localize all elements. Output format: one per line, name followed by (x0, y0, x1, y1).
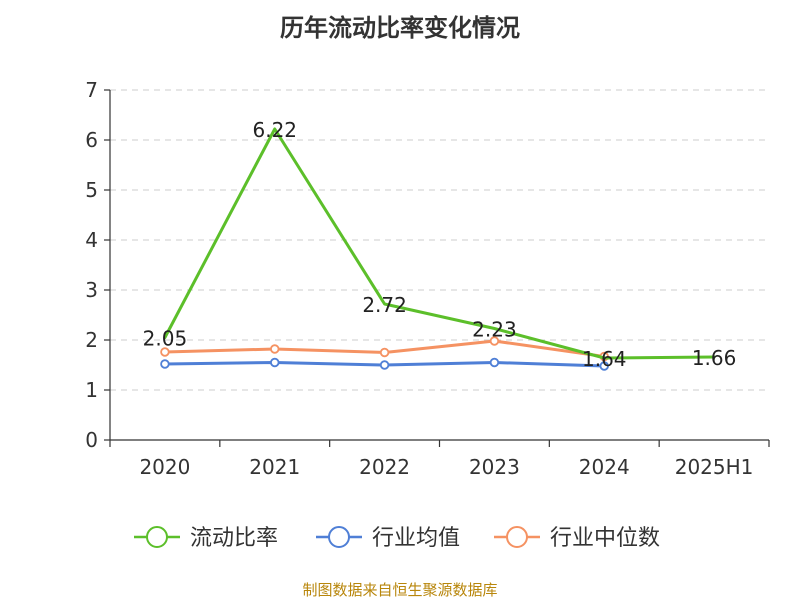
data-point (379, 360, 390, 370)
chart-title: 历年流动比率变化情况 (280, 14, 520, 42)
axis-layer: 0 1 2 3 4 5 6 7 2020 2021 2022 2023 2024 2025H1 (85, 78, 770, 479)
y-tick-label: 6 (85, 128, 98, 152)
y-tick-label: 1 (85, 378, 98, 402)
y-tick-label: 3 (85, 278, 98, 302)
data-label: 2.72 (362, 293, 407, 317)
grid-layer (110, 89, 769, 391)
data-label: 2.05 (143, 327, 188, 351)
y-tick-label: 7 (85, 78, 98, 102)
series-layer (160, 127, 716, 371)
data-point (270, 357, 280, 368)
x-tick-label: 2022 (359, 455, 410, 479)
legend-label: 行业均值 (372, 526, 460, 551)
legend-swatch-marker (506, 526, 528, 548)
label-layer: 2.05 6.22 2.72 2.23 1.64 1.66 (143, 118, 737, 371)
legend: 流动比率 行业均值 行业中位数 (134, 526, 660, 551)
data-point (270, 344, 280, 354)
data-label: 6.22 (252, 118, 297, 142)
data-label: 1.66 (692, 346, 737, 370)
x-tick-label: 2021 (249, 455, 300, 479)
y-tick-label: 2 (85, 328, 98, 352)
data-point (599, 361, 609, 371)
data-point (160, 347, 170, 357)
x-tick-label: 2020 (139, 455, 190, 479)
legend-label: 流动比率 (190, 526, 278, 551)
data-label: 2.23 (472, 318, 517, 342)
data-label: 1.64 (582, 347, 627, 371)
data-point (160, 359, 170, 369)
x-tick-label: 2025H1 (675, 455, 754, 479)
legend-swatch-marker (328, 526, 350, 548)
x-tick-label: 2024 (579, 455, 630, 479)
legend-swatch-marker (146, 526, 168, 548)
source-note: 制图数据来自恒生聚源数据库 (302, 581, 498, 599)
series-line (163, 127, 716, 360)
y-tick-label: 0 (85, 428, 98, 452)
data-point (489, 357, 500, 368)
data-point (379, 347, 390, 358)
data-point (489, 336, 500, 346)
y-tick-label: 5 (85, 178, 98, 202)
x-tick-label: 2023 (469, 455, 520, 479)
legend-label: 行业中位数 (550, 526, 660, 551)
y-tick-label: 4 (85, 228, 98, 252)
